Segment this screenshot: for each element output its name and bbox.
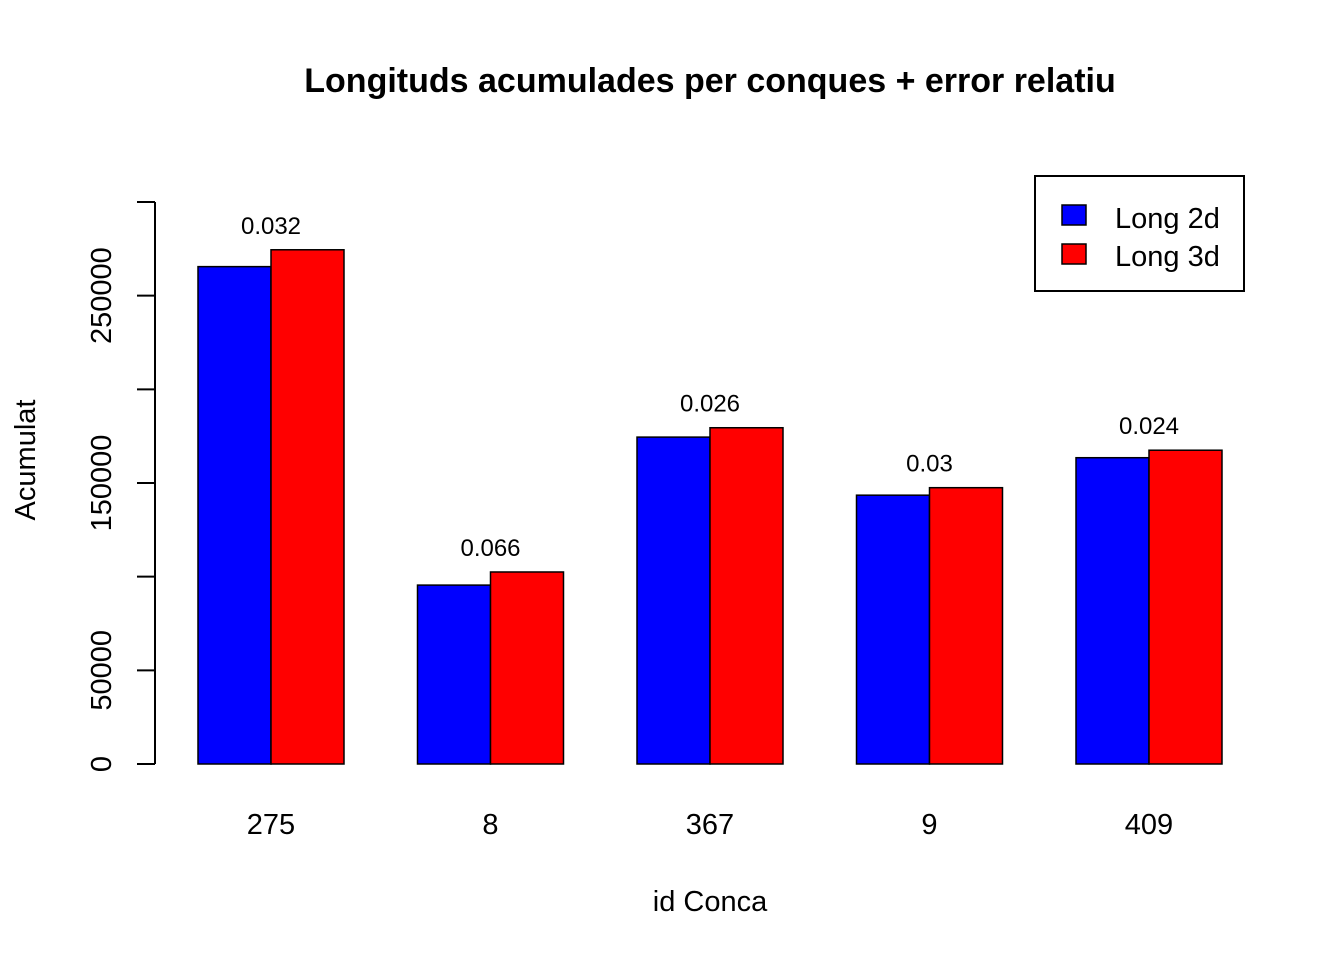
y-tick-label: 150000 xyxy=(86,435,118,532)
y-tick-label: 50000 xyxy=(86,630,118,711)
x-tick-label: 367 xyxy=(686,809,734,841)
y-tick-label: 250000 xyxy=(86,247,118,344)
x-tick-label: 9 xyxy=(921,809,937,841)
x-tick-labels: 275 8 367 9 409 xyxy=(247,809,1173,841)
y-tick-label: 0 xyxy=(86,756,118,772)
chart-title: Longituds acumulades per conques + error… xyxy=(304,62,1115,100)
bar-long-3d-409 xyxy=(1148,449,1223,765)
y-axis-label: Acumulat xyxy=(10,400,42,521)
legend-box xyxy=(1034,175,1245,292)
bar-long-2d-8 xyxy=(416,584,492,765)
legend-label-long-2d: Long 2d xyxy=(1115,203,1220,235)
bars-group xyxy=(197,249,1223,765)
x-tick-label: 409 xyxy=(1125,809,1173,841)
legend: Long 2d Long 3d xyxy=(1034,175,1245,292)
bar-long-3d-8 xyxy=(489,571,565,765)
bar-annotation: 0.032 xyxy=(241,213,301,240)
y-axis: 0 50000 150000 250000 xyxy=(86,201,156,772)
bar-annotation: 0.024 xyxy=(1119,413,1179,440)
bar-annotation: 0.066 xyxy=(460,535,520,562)
bar-long-3d-9 xyxy=(928,486,1004,765)
bar-annotation: 0.026 xyxy=(680,391,740,418)
bar-long-3d-367 xyxy=(709,426,784,765)
legend-swatch-long-2d xyxy=(1061,204,1087,226)
bar-long-2d-9 xyxy=(855,494,931,765)
x-axis-label: id Conca xyxy=(653,886,768,918)
legend-swatch-long-3d xyxy=(1061,243,1087,265)
bar-long-3d-275 xyxy=(270,249,345,765)
bar-annotation: 0.03 xyxy=(906,451,953,478)
bar-long-2d-275 xyxy=(197,265,272,765)
bar-long-2d-409 xyxy=(1075,456,1150,765)
x-tick-label: 8 xyxy=(482,809,498,841)
annotations-group: 0.032 0.066 0.026 0.03 0.024 xyxy=(241,213,1179,562)
bar-long-2d-367 xyxy=(636,436,711,765)
x-tick-label: 275 xyxy=(247,809,295,841)
legend-label-long-3d: Long 3d xyxy=(1115,241,1220,273)
